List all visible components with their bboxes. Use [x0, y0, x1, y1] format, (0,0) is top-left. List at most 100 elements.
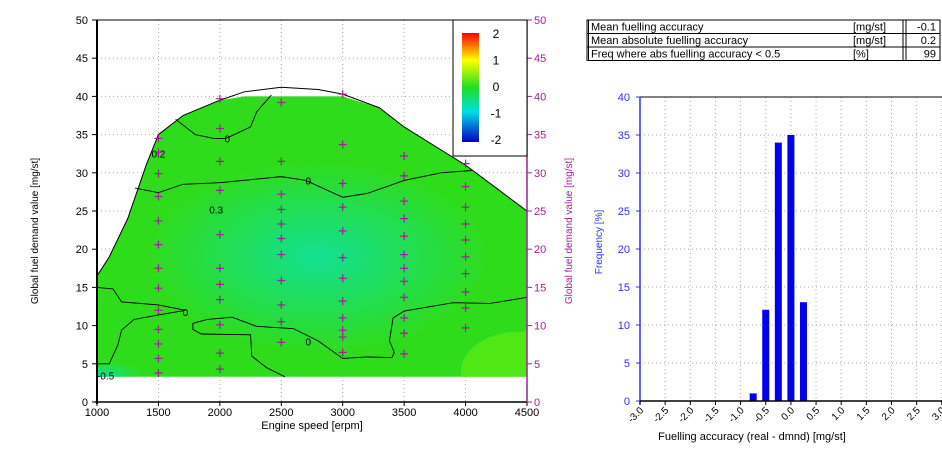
heatmap-shading	[97, 161, 527, 377]
y-tick-label: 5	[624, 358, 630, 370]
y-right-tick-label: 50	[534, 15, 546, 27]
data-point-marker	[277, 300, 286, 309]
x-tick-label: 1.0	[830, 405, 848, 423]
y-tick-label: 25	[618, 206, 630, 218]
table-row-label: Mean absolute fuelling accuracy	[591, 35, 749, 47]
colorbar-tick-label: 0	[493, 80, 500, 94]
y-axis-label: Frequency [%]	[594, 210, 605, 275]
data-point-marker	[400, 250, 409, 259]
data-point-marker	[400, 171, 409, 180]
y-axis-label: Global fuel demand value [mg/st]	[30, 158, 41, 304]
data-point-marker	[461, 252, 470, 261]
data-point-marker	[400, 232, 409, 241]
data-point-marker	[215, 320, 224, 329]
data-point-marker	[338, 179, 347, 188]
data-point-marker	[277, 317, 286, 326]
data-point-marker	[338, 313, 347, 322]
contour-label: 0	[306, 176, 312, 187]
table-row-unit: [%]	[853, 49, 869, 61]
table-row-label: Mean fuelling accuracy	[591, 22, 704, 34]
data-point-marker	[154, 240, 163, 249]
data-point-marker	[215, 94, 224, 103]
data-point-marker	[154, 284, 163, 293]
x-tick-label: -1.0	[727, 405, 747, 425]
y-right-tick-label: 5	[534, 359, 540, 371]
y-axis-right-label: Global fuel demand value [mg/st]	[564, 158, 575, 304]
x-tick-label: 2.0	[880, 405, 898, 423]
x-tick-label: 3.0	[930, 405, 942, 423]
data-point-marker	[277, 205, 286, 214]
data-point-marker	[338, 333, 347, 342]
x-tick-label: 3000	[330, 407, 354, 419]
data-point-marker	[277, 338, 286, 347]
x-tick-label: 1000	[85, 407, 109, 419]
y-tick-label: 30	[76, 168, 88, 180]
data-point-marker	[215, 186, 224, 195]
data-point-marker	[277, 250, 286, 259]
y-right-tick-label: 35	[534, 130, 546, 142]
x-tick-label: 2.5	[905, 405, 923, 423]
y-right-tick-label: 0	[534, 397, 540, 409]
y-tick-label: 0	[624, 396, 630, 408]
y-tick-label: 35	[76, 130, 88, 142]
x-tick-label: 0.5	[805, 405, 823, 423]
table-row-value: 0.2	[921, 35, 936, 47]
data-point-marker	[461, 304, 470, 313]
y-right-tick-label: 15	[534, 282, 546, 294]
y-right-tick-label: 45	[534, 53, 546, 65]
data-point-marker	[400, 214, 409, 223]
table-row-value: 99	[924, 49, 936, 61]
x-tick-label: 0.0	[779, 405, 797, 423]
data-point-marker	[154, 339, 163, 348]
y-tick-label: 35	[618, 130, 630, 142]
stats-table: Mean fuelling accuracy [mg/st] -0.1 Mean ab…	[586, 19, 941, 61]
y-tick-label: 10	[76, 321, 88, 333]
x-tick-label: 3500	[392, 407, 416, 419]
contour-label: 0	[183, 308, 189, 319]
data-point-marker	[277, 234, 286, 243]
envelope-line	[96, 86, 528, 277]
colorbar-tick-label: 2	[493, 27, 500, 41]
table-border	[586, 19, 941, 61]
x-tick-label: 4500	[515, 407, 539, 419]
table-row-unit: [mg/st]	[853, 35, 886, 47]
data-point-marker	[461, 236, 470, 245]
data-point-marker	[400, 197, 409, 206]
contour-map-chart: 00.200.300-0.510001500200025003000350040…	[30, 15, 575, 432]
data-point-marker	[461, 182, 470, 191]
contour-line	[175, 94, 272, 139]
data-point-marker	[154, 306, 163, 315]
data-point-marker	[338, 140, 347, 149]
data-point-marker	[154, 216, 163, 225]
data-point-marker	[277, 219, 286, 228]
y-tick-label: 40	[76, 91, 88, 103]
y-tick-label: 0	[82, 397, 88, 409]
data-point-marker	[215, 280, 224, 289]
colorbar-legend: 2 1 0 -1 -2	[452, 19, 528, 157]
data-point-marker	[400, 277, 409, 286]
data-point-marker	[154, 148, 163, 157]
histogram-bar	[762, 309, 770, 401]
data-point-marker	[400, 151, 409, 160]
y-tick-label: 10	[618, 320, 630, 332]
data-point-marker	[215, 264, 224, 273]
x-tick-label: 4000	[453, 407, 477, 419]
x-axis-label: Fuelling accuracy (real - dmnd) [mg/st]	[658, 431, 846, 443]
data-point-marker	[338, 348, 347, 357]
data-point-marker	[277, 157, 286, 166]
y-tick-label: 20	[76, 244, 88, 256]
y-tick-label: 15	[76, 282, 88, 294]
x-tick-label: -2.5	[651, 405, 671, 425]
contour-line	[134, 170, 472, 198]
y-right-tick-label: 25	[534, 206, 546, 218]
data-point-marker	[154, 192, 163, 201]
data-point-marker	[400, 313, 409, 322]
data-point-marker	[461, 159, 470, 168]
colorbar-gradient	[462, 33, 479, 142]
data-point-marker	[215, 230, 224, 239]
histogram-bar	[787, 135, 795, 401]
y-tick-label: 40	[618, 92, 630, 104]
low-value-region	[97, 361, 144, 377]
data-point-marker	[277, 276, 286, 285]
